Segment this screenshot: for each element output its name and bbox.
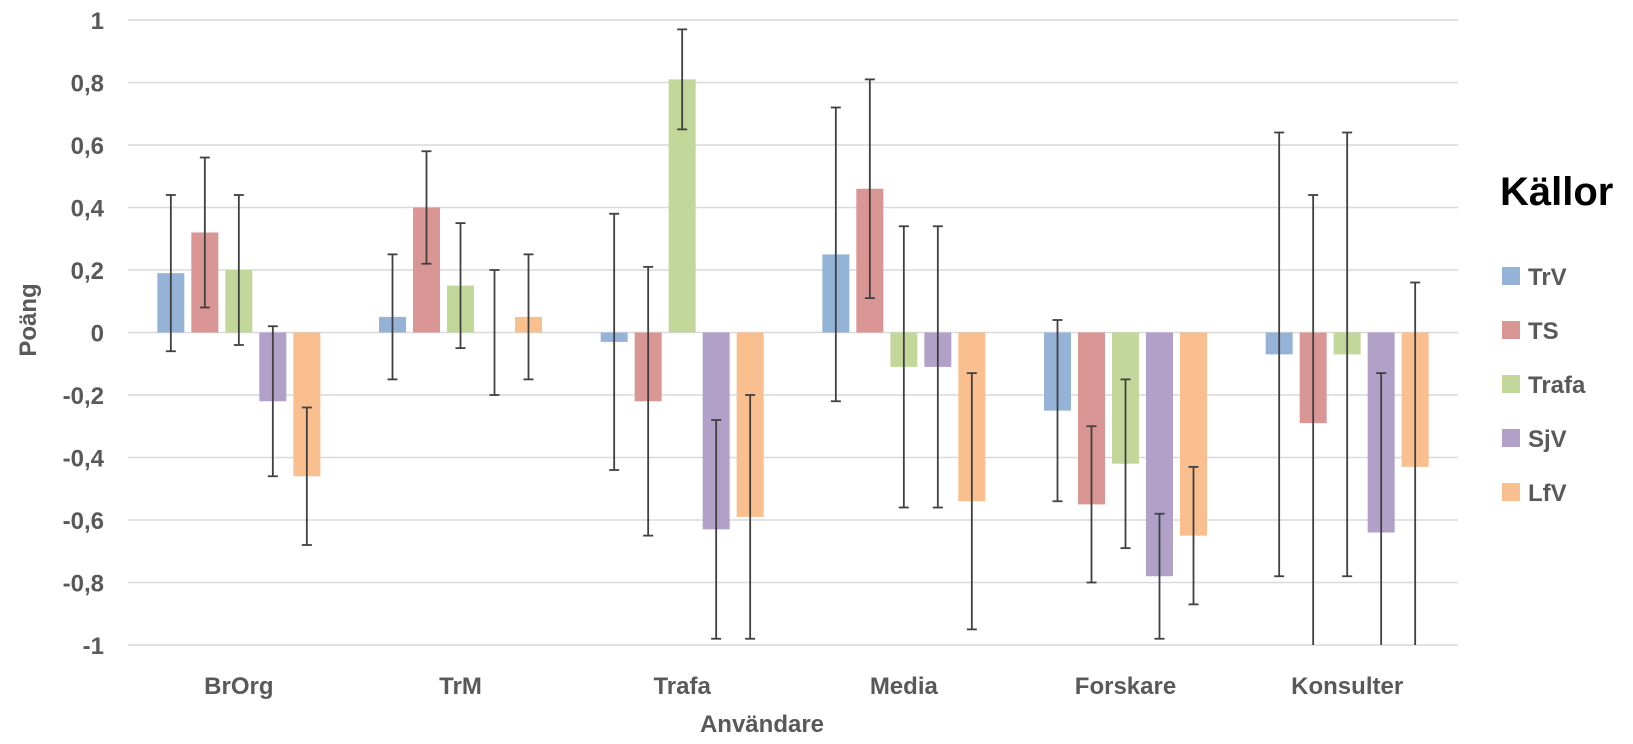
- error-bar-ts-forskare: [1086, 425, 1097, 584]
- error-bar-sjv-trafa: [711, 419, 722, 640]
- error-bar-trv-konsulter: [1274, 131, 1285, 578]
- error-bar-trafa-konsulter: [1342, 131, 1353, 578]
- error-bar-lfv-trm: [523, 253, 534, 381]
- error-bar-sjv-brorg: [267, 325, 278, 478]
- error-bar-ts-trm: [421, 150, 432, 265]
- y-tick-label: 0,2: [71, 258, 104, 285]
- x-tick-labels: BrOrg TrM Trafa Media Forskare Konsulter: [204, 673, 1403, 700]
- bars: [157, 79, 1429, 577]
- error-bar-trv-media: [830, 106, 841, 403]
- error-bars: [165, 28, 1421, 645]
- legend-label-trafa: Trafa: [1528, 372, 1586, 399]
- error-bar-trafa-trm: [455, 222, 466, 350]
- x-tick-label: TrM: [439, 673, 482, 700]
- error-bar-ts-brorg: [199, 156, 210, 309]
- error-bar-sjv-trm: [489, 269, 500, 396]
- y-axis-title: Poäng: [15, 283, 42, 356]
- gridlines: [128, 19, 1458, 646]
- legend-title: Källor: [1500, 170, 1613, 214]
- error-bar-trv-forskare: [1052, 319, 1063, 503]
- legend-swatch-sjv: [1502, 429, 1520, 447]
- x-tick-label: Media: [870, 673, 939, 700]
- error-bar-trv-trafa: [609, 212, 620, 471]
- error-bar-trv-trm: [387, 253, 398, 381]
- error-bar-lfv-konsulter: [1410, 281, 1421, 645]
- y-tick-label: -0,6: [63, 508, 104, 535]
- y-tick-label: -0,8: [63, 571, 104, 598]
- error-bar-trafa-forskare: [1120, 378, 1131, 550]
- legend-swatch-lfv: [1502, 483, 1520, 501]
- error-bar-lfv-brorg: [301, 406, 312, 546]
- error-bar-trafa-brorg: [233, 194, 244, 346]
- error-bar-trafa-trafa: [677, 28, 688, 131]
- y-tick-label: 0,4: [71, 196, 105, 223]
- y-tick-label: 0: [91, 321, 104, 348]
- y-tick-label: 1: [91, 8, 104, 35]
- error-bar-lfv-media: [966, 372, 977, 631]
- legend-swatch-trafa: [1502, 375, 1520, 393]
- error-bar-ts-konsulter: [1308, 194, 1319, 645]
- error-bar-lfv-forskare: [1188, 465, 1199, 606]
- error-bar-trafa-media: [898, 225, 909, 509]
- x-tick-label: BrOrg: [204, 673, 273, 700]
- legend-label-sjv: SjV: [1528, 426, 1567, 453]
- x-tick-label: Forskare: [1075, 673, 1176, 700]
- y-tick-label: 0,6: [71, 133, 104, 160]
- legend: TrV TS Trafa SjV LfV: [1502, 264, 1586, 507]
- y-tick-label: -0,4: [63, 446, 105, 473]
- legend-swatch-trv: [1502, 267, 1520, 285]
- error-bar-ts-media: [864, 78, 875, 300]
- error-bar-sjv-forskare: [1154, 512, 1165, 640]
- y-tick-label: -0,2: [63, 383, 104, 410]
- error-bar-sjv-konsulter: [1376, 372, 1387, 645]
- legend-label-ts: TS: [1528, 318, 1559, 345]
- y-tick-label: -1: [83, 633, 104, 660]
- legend-label-lfv: LfV: [1528, 480, 1567, 507]
- error-bar-ts-trafa: [643, 265, 654, 537]
- x-tick-label: Trafa: [653, 673, 711, 700]
- error-bar-trv-brorg: [165, 194, 176, 353]
- x-tick-label: Konsulter: [1291, 673, 1403, 700]
- legend-label-trv: TrV: [1528, 264, 1567, 291]
- legend-swatch-ts: [1502, 321, 1520, 339]
- y-tick-label: 0,8: [71, 71, 104, 98]
- x-axis-title: Användare: [700, 711, 824, 738]
- error-bar-lfv-trafa: [745, 394, 756, 640]
- y-tick-labels: 1 0,8 0,6 0,4 0,2 0 -0,2 -0,4 -0,6 -0,8 -1: [63, 8, 105, 660]
- error-bar-sjv-media: [932, 225, 943, 509]
